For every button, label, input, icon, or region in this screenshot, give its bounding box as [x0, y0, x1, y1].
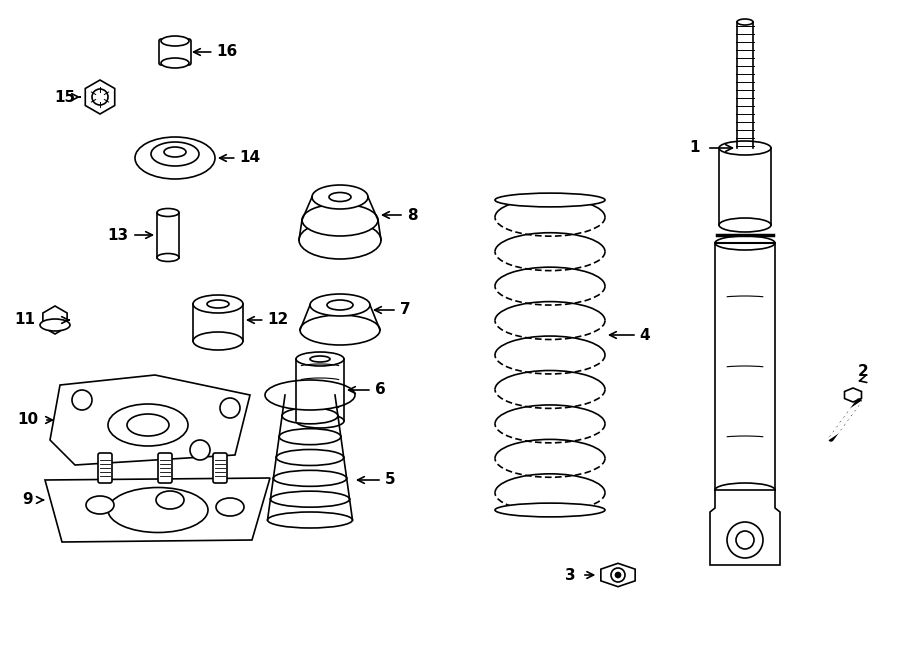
Ellipse shape [108, 487, 208, 532]
Circle shape [736, 531, 754, 549]
Ellipse shape [495, 503, 605, 517]
Text: 9: 9 [22, 493, 33, 508]
Text: 4: 4 [609, 328, 651, 342]
Ellipse shape [127, 414, 169, 436]
Ellipse shape [312, 185, 368, 209]
Circle shape [616, 573, 620, 577]
Circle shape [727, 522, 763, 558]
Ellipse shape [302, 204, 378, 236]
Text: 7: 7 [374, 303, 410, 318]
Ellipse shape [737, 145, 753, 151]
Text: 5: 5 [357, 473, 395, 487]
Polygon shape [43, 306, 68, 334]
Circle shape [190, 440, 210, 460]
FancyBboxPatch shape [213, 453, 227, 483]
Ellipse shape [108, 404, 188, 446]
Polygon shape [86, 80, 114, 114]
Ellipse shape [300, 315, 380, 345]
Ellipse shape [327, 300, 353, 310]
Polygon shape [45, 478, 270, 542]
Text: 6: 6 [348, 383, 385, 397]
Ellipse shape [310, 294, 370, 316]
Ellipse shape [299, 221, 381, 259]
Ellipse shape [296, 414, 344, 428]
Ellipse shape [285, 387, 335, 403]
Circle shape [72, 390, 92, 410]
Ellipse shape [715, 236, 775, 250]
FancyBboxPatch shape [98, 453, 112, 483]
Ellipse shape [265, 380, 355, 410]
Text: 8: 8 [382, 207, 418, 222]
Ellipse shape [193, 332, 243, 350]
Ellipse shape [329, 193, 351, 201]
Circle shape [92, 89, 108, 105]
Ellipse shape [86, 496, 114, 514]
Text: 13: 13 [107, 228, 129, 242]
Ellipse shape [216, 498, 244, 516]
Ellipse shape [157, 254, 179, 261]
Ellipse shape [267, 512, 353, 528]
Ellipse shape [40, 319, 70, 331]
FancyBboxPatch shape [158, 453, 172, 483]
Ellipse shape [719, 218, 771, 232]
Ellipse shape [274, 470, 346, 487]
Text: 14: 14 [220, 150, 261, 166]
Ellipse shape [156, 491, 184, 509]
Polygon shape [844, 388, 861, 402]
Ellipse shape [157, 209, 179, 216]
Ellipse shape [719, 141, 771, 155]
Ellipse shape [161, 36, 189, 46]
Polygon shape [710, 490, 780, 565]
Ellipse shape [296, 352, 344, 366]
Circle shape [611, 568, 625, 582]
Polygon shape [50, 375, 250, 465]
Ellipse shape [164, 147, 186, 157]
Text: 1: 1 [689, 140, 700, 156]
Text: 12: 12 [248, 312, 289, 328]
Ellipse shape [715, 483, 775, 497]
Ellipse shape [737, 19, 753, 25]
Ellipse shape [151, 142, 199, 166]
Text: 15: 15 [54, 89, 76, 105]
Text: 3: 3 [564, 567, 575, 583]
Text: 11: 11 [14, 312, 35, 328]
Ellipse shape [135, 137, 215, 179]
Circle shape [220, 398, 240, 418]
FancyBboxPatch shape [159, 39, 191, 65]
Text: 16: 16 [194, 44, 238, 60]
Ellipse shape [495, 193, 605, 207]
Text: 2: 2 [858, 365, 868, 379]
Ellipse shape [193, 295, 243, 313]
Ellipse shape [282, 408, 338, 424]
Text: 10: 10 [17, 412, 39, 428]
Ellipse shape [207, 300, 229, 308]
Ellipse shape [161, 58, 189, 68]
Ellipse shape [276, 449, 344, 465]
Polygon shape [601, 563, 635, 587]
Ellipse shape [279, 429, 341, 445]
Ellipse shape [310, 356, 330, 362]
Ellipse shape [270, 491, 349, 507]
